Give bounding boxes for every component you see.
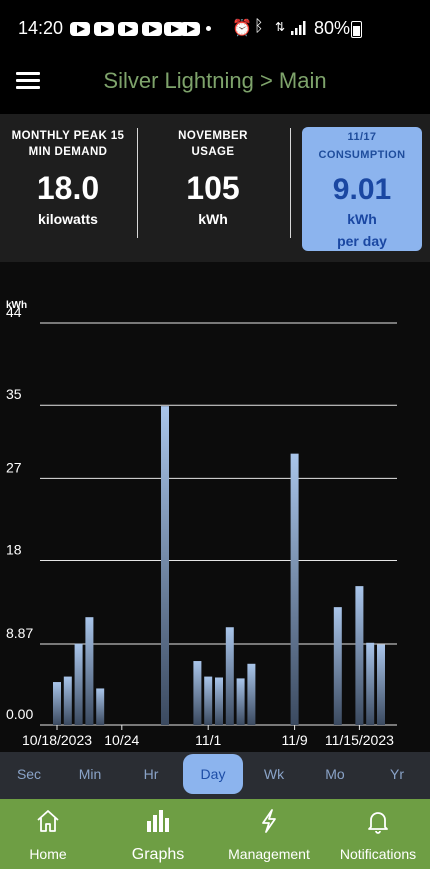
youtube-notification-icon xyxy=(142,22,162,36)
chart-bar[interactable] xyxy=(290,453,299,725)
chart-bar[interactable] xyxy=(96,688,105,725)
y-tick-label: 44 xyxy=(6,304,22,320)
lightning-icon xyxy=(262,809,276,833)
card-label: CONSUMPTION xyxy=(318,149,406,161)
y-tick-label: 8.87 xyxy=(6,625,33,641)
nav-label: Management xyxy=(228,846,310,862)
summary-cards: MONTHLY PEAK 15 MIN DEMAND 18.0 kilowatt… xyxy=(0,114,430,262)
bell-icon xyxy=(368,812,388,834)
youtube-notification-icon xyxy=(164,22,184,36)
status-bar: 14:20 ⏰ ᛒ ⇅ 80% xyxy=(0,0,430,58)
chart-bar[interactable] xyxy=(247,663,256,725)
youtube-notification-icon xyxy=(180,22,200,36)
peak-demand-card: MONTHLY PEAK 15 MIN DEMAND 18.0 kilowatt… xyxy=(3,128,133,250)
chart-bar[interactable] xyxy=(366,642,375,725)
x-tick-label: 11/15/2023 xyxy=(325,732,394,748)
period-min[interactable]: Min xyxy=(78,766,102,782)
x-tick-label: 10/18/2023 xyxy=(22,732,92,748)
y-axis-label: kWh xyxy=(6,300,27,311)
card-value: 105 xyxy=(186,170,240,206)
y-tick-label: 0.00 xyxy=(6,706,33,722)
bar-chart-icon xyxy=(147,810,169,832)
y-tick-label: 35 xyxy=(6,386,22,402)
chart-bar[interactable] xyxy=(193,661,202,725)
card-unit: kilowatts xyxy=(38,211,98,227)
bottom-navigation: Home Graphs Management Notifications xyxy=(0,799,430,869)
signal-icon xyxy=(291,21,306,35)
period-yr[interactable]: Yr xyxy=(390,766,404,782)
chart-bar[interactable] xyxy=(377,644,385,725)
monthly-usage-card: NOVEMBER USAGE 105 kWh xyxy=(148,128,278,250)
chart-bar[interactable] xyxy=(74,643,83,725)
card-label: 11/17 xyxy=(347,131,377,143)
divider xyxy=(137,128,138,238)
card-unit: kWh xyxy=(198,211,228,227)
divider xyxy=(290,128,291,238)
status-time: 14:20 xyxy=(18,18,64,38)
nav-graphs[interactable]: Graphs xyxy=(124,807,192,864)
y-tick-label: 18 xyxy=(6,542,22,558)
battery-percent: 80% xyxy=(314,18,351,38)
card-unit-secondary: per day xyxy=(337,233,387,249)
chart-bar[interactable] xyxy=(63,676,72,725)
chart-bar[interactable] xyxy=(161,406,169,725)
period-day[interactable]: Day xyxy=(183,754,243,794)
chart-bar[interactable] xyxy=(204,676,213,725)
nav-home[interactable]: Home xyxy=(18,807,78,862)
card-unit: kWh xyxy=(347,211,377,227)
nav-notifications[interactable]: Notifications xyxy=(332,807,424,862)
chart-bar[interactable] xyxy=(236,678,245,725)
nav-management[interactable]: Management xyxy=(222,807,316,862)
x-tick-label: 11/9 xyxy=(281,732,307,748)
card-label: MONTHLY PEAK 15 xyxy=(11,130,125,142)
menu-icon[interactable] xyxy=(16,72,40,90)
usage-chart[interactable]: kWh 44 35 27 18 8.87 0.00 10/18/2023 10/24 11/1… xyxy=(0,262,430,752)
card-value: 9.01 xyxy=(332,173,392,206)
youtube-notification-icon xyxy=(118,22,138,36)
chart-bar[interactable] xyxy=(53,682,61,725)
chart-bar[interactable] xyxy=(355,586,364,725)
data-icon: ⇅ xyxy=(275,20,286,34)
bluetooth-icon: ᛒ xyxy=(254,18,264,35)
app-bar: Silver Lightning > Main xyxy=(0,58,430,114)
period-wk[interactable]: Wk xyxy=(263,766,285,782)
home-icon xyxy=(37,810,59,832)
card-label: USAGE xyxy=(191,146,235,158)
x-tick-label: 11/1 xyxy=(195,732,221,748)
card-label: MIN DEMAND xyxy=(28,146,108,158)
youtube-notification-icon xyxy=(94,22,114,36)
chart-bar[interactable] xyxy=(85,617,94,725)
chart-bar[interactable] xyxy=(225,627,234,725)
usage-bar-chart[interactable]: kWh 44 35 27 18 8.87 0.00 10/18/2023 10/24 11/1… xyxy=(0,262,430,752)
nav-label: Notifications xyxy=(339,846,417,862)
period-hr[interactable]: Hr xyxy=(143,766,159,782)
period-sec[interactable]: Sec xyxy=(16,766,42,782)
page-title: Silver Lightning > Main xyxy=(103,68,327,93)
nav-label: Home xyxy=(29,846,67,862)
battery-icon xyxy=(351,21,362,38)
x-tick-label: 10/24 xyxy=(104,732,139,748)
y-tick-label: 27 xyxy=(6,459,22,475)
period-selector: Sec Min Hr Day Wk Mo Yr xyxy=(0,752,430,799)
chart-bar[interactable] xyxy=(333,607,342,725)
card-value: 18.0 xyxy=(36,170,100,206)
nav-label: Graphs xyxy=(131,846,185,863)
more-notifications-icon xyxy=(206,26,211,31)
card-label: NOVEMBER xyxy=(178,130,248,142)
youtube-notification-icon xyxy=(70,22,90,36)
daily-consumption-card[interactable]: 11/17 CONSUMPTION 9.01 kWh per day xyxy=(302,127,422,251)
period-mo[interactable]: Mo xyxy=(325,766,345,782)
chart-bar[interactable] xyxy=(215,677,223,725)
alarm-icon: ⏰ xyxy=(232,20,252,37)
